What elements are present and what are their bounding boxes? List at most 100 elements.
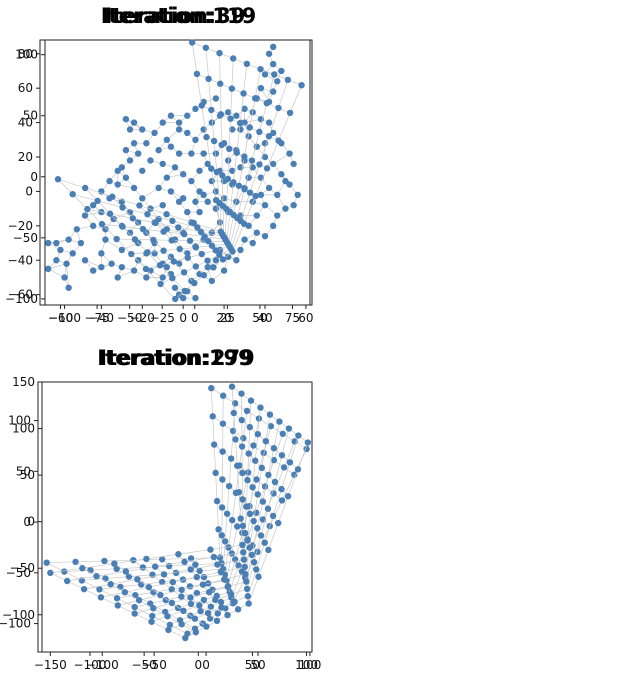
graph-edge [153,602,172,609]
y-tick-label: 100 [8,414,31,428]
graph-edge [72,193,88,210]
graph-edge [104,559,134,562]
graph-node [215,526,222,533]
graph-edge [72,193,98,202]
graph-node [205,75,212,83]
graph-node [210,553,218,561]
graph-node [81,257,89,264]
graph-node [200,191,207,199]
y-tick-label: −60 [8,288,33,302]
x-tick-label: −100 [73,658,106,672]
graph-node [212,150,220,157]
y-tick-label: 0 [23,515,31,529]
graph-node [243,60,251,68]
graph-edge [162,558,192,560]
graph-edge [202,579,225,585]
graph-edge [272,489,282,516]
graph-node [248,157,256,164]
graph-edge [234,532,243,560]
graph-node [220,195,228,202]
graph-node [187,555,195,562]
y-tick-label: 60 [18,81,33,95]
y-tick-label: 50 [16,464,31,478]
graph-node [117,583,124,591]
graph-node [265,133,273,140]
graph-edge [265,414,271,442]
graph-edge [266,140,279,169]
graph-node [276,418,283,425]
x-tick-label: 100 [298,658,321,672]
graph-node [53,257,60,264]
graph-edge [155,222,179,228]
graph-node [54,176,62,183]
graph-node [109,193,116,200]
graph-node [180,230,188,238]
graph-node [113,565,120,573]
graph-node [265,50,273,57]
graph-node [164,613,171,620]
graph-node [235,182,243,189]
x-tick-label: 0 [194,658,202,672]
plot-frame [39,39,311,306]
graph-edge [238,156,245,186]
graph-node [63,577,71,585]
graph-node [246,510,254,518]
y-tick-label: −50 [10,561,35,575]
graph-edge [134,607,154,614]
graph-edge [212,416,215,445]
graph-edge [233,413,236,440]
graph-node [250,517,257,525]
graph-node [269,43,277,51]
y-tick-label: −50 [13,231,38,245]
graph-node [147,600,154,607]
graph-node [237,515,244,522]
graph-node [212,469,219,477]
graph-node [98,220,106,228]
graph-node [259,498,267,505]
graph-edge [46,561,76,564]
graph-node [126,126,134,133]
graph-edge [224,513,228,542]
x-tick-label: −60 [48,311,73,325]
graph-edge [281,474,295,501]
x-tick-label: 25 [220,311,235,325]
graph-edge [227,148,230,179]
scatter-chart-3: Iteration:199 −100 −50 0 50 100 −100 −50 0 50 100 [0,346,318,672]
graph-node [275,519,282,527]
graph-node [106,177,113,185]
graph-node [165,626,172,634]
graph-node [225,544,232,551]
graph-edge [236,465,240,493]
graph-node [114,602,122,609]
x-tick-label: 0 [191,311,199,325]
graph-edge [247,513,251,541]
graph-node [204,257,211,264]
graph-edge [206,137,212,169]
graph-node [192,294,199,302]
graph-node [122,115,130,123]
graph-node [192,198,199,205]
graph-edge [278,112,291,141]
graph-edge [233,152,238,183]
graph-edge [210,109,215,142]
graph-node [274,191,281,199]
x-tick-label: −50 [131,658,156,672]
graph-edge [116,597,135,608]
graph-node [158,578,166,586]
graph-node [286,109,294,117]
graph-edge [240,518,243,545]
graph-edge [249,479,257,507]
graph-node [159,160,166,168]
graph-edge [289,435,299,463]
graph-node [270,445,278,452]
graph-node [278,497,286,504]
graph-node [245,450,252,457]
graph-node [207,603,215,610]
graph-node [149,612,156,620]
graph-node [111,560,118,567]
graph-node [228,550,236,557]
graph-edge [125,566,156,572]
graph-node [208,242,216,249]
graph-node [263,165,271,172]
graph-edge [252,460,256,488]
